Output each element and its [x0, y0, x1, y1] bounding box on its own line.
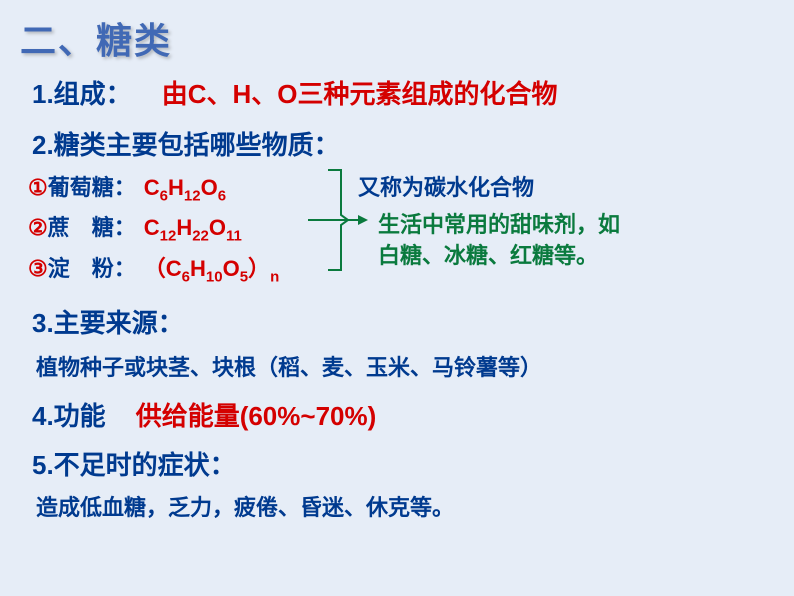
section-2-label: 2.糖类主要包括哪些物质： [32, 125, 774, 162]
formula-sucrose: C12H22O11 [144, 215, 242, 244]
section-4-label: 4.功能 [32, 396, 106, 433]
formula-glucose: C6H12O6 [144, 175, 226, 204]
annotation-carbohydrate: 又称为碳水化合物 [358, 170, 620, 202]
formula-starch: （C6H10O5）n [144, 251, 279, 285]
section-5-label: 5.不足时的症状： [32, 445, 774, 482]
section-1: 1.组成： 由C、H、O三种元素组成的化合物 [32, 74, 774, 111]
sugar-name: 葡萄糖： [48, 170, 136, 202]
slide-container: 二、糖类 1.组成： 由C、H、O三种元素组成的化合物 2.糖类主要包括哪些物质… [0, 0, 794, 596]
section-4: 4.功能 供给能量(60%~70%) [20, 396, 774, 433]
sugar-list: ① 葡萄糖： C6H12O6 ② 蔗 糖： C12H22O11 ③ 淀 粉： （… [28, 170, 774, 285]
section-1-content: 由C、H、O三种元素组成的化合物 [162, 74, 558, 111]
annotations: 又称为碳水化合物 生活中常用的甜味剂，如 白糖、冰糖、红糖等。 [358, 170, 620, 272]
item-number: ① [28, 175, 48, 201]
sugar-name: 蔗 糖： [48, 210, 136, 242]
section-5-content: 造成低血糖，乏力，疲倦、昏迷、休克等。 [36, 490, 774, 522]
section-3-label: 3.主要来源： [32, 303, 774, 340]
section-5: 5.不足时的症状： 造成低血糖，乏力，疲倦、昏迷、休克等。 [20, 445, 774, 522]
sugar-name: 淀 粉： [48, 251, 136, 283]
item-number: ③ [28, 256, 48, 282]
section-3-content: 植物种子或块茎、块根（稻、麦、玉米、马铃薯等） [36, 350, 774, 382]
section-3: 3.主要来源： 植物种子或块茎、块根（稻、麦、玉米、马铃薯等） [20, 303, 774, 382]
section-4-content: 供给能量(60%~70%) [136, 396, 377, 433]
annotation-sweetener: 生活中常用的甜味剂，如 白糖、冰糖、红糖等。 [378, 210, 620, 272]
item-number: ② [28, 215, 48, 241]
section-2: 2.糖类主要包括哪些物质： ① 葡萄糖： C6H12O6 ② 蔗 糖： C12H… [20, 125, 774, 285]
main-title: 二、糖类 [20, 12, 774, 64]
section-1-label: 1.组成： [32, 74, 132, 111]
